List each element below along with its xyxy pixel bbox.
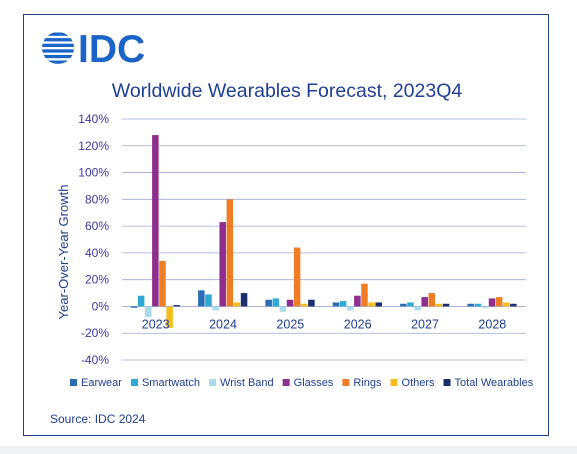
bar	[286, 299, 294, 307]
y-tick-label: 120%	[78, 139, 109, 153]
bar	[137, 295, 145, 307]
bar	[354, 295, 361, 307]
y-axis-label: Year-Over-Year Growth	[56, 185, 71, 320]
bar	[435, 303, 443, 307]
x-tick-label: 2028	[478, 317, 506, 331]
chart-svg: IDC Worldwide Wearables Forecast, 2023Q4…	[42, 28, 534, 426]
bar	[166, 306, 173, 328]
legend-label: Glasses	[294, 377, 334, 389]
legend-swatch	[342, 379, 350, 386]
legend-swatch	[282, 379, 290, 386]
bar	[400, 303, 407, 307]
y-tick-label: 60%	[85, 219, 109, 233]
legend-swatch	[443, 379, 451, 386]
y-tick-label: 0%	[92, 299, 110, 313]
source-note: Source: IDC 2024	[50, 412, 146, 426]
x-tick-label: 2027	[411, 317, 439, 331]
bar	[407, 302, 414, 307]
legend: Earwear Smartwatch Wrist Band Glasses Rings O…	[70, 377, 534, 389]
bar	[481, 306, 489, 308]
bar	[510, 303, 517, 307]
globe-icon	[42, 32, 74, 64]
bar	[198, 290, 205, 307]
y-tick-label: 20%	[85, 273, 109, 287]
legend-label: Smartwatch	[142, 377, 200, 389]
bar	[495, 297, 503, 307]
bars	[130, 135, 517, 328]
bar	[173, 305, 180, 307]
bar	[265, 299, 272, 307]
y-tick-label: -40%	[81, 353, 109, 367]
y-tick-label: 140%	[78, 112, 109, 126]
legend-swatch	[70, 379, 77, 386]
bar	[375, 302, 382, 307]
bar	[308, 299, 315, 307]
bar	[332, 302, 340, 307]
bar	[144, 306, 152, 318]
bar	[301, 303, 308, 307]
y-tick-label: 80%	[85, 192, 109, 206]
y-tick-label: 40%	[85, 246, 109, 260]
y-tick-label: 100%	[78, 166, 109, 180]
bar	[421, 297, 428, 307]
bar	[159, 260, 166, 307]
bar	[272, 298, 280, 307]
bar	[488, 298, 496, 307]
legend-label: Earwear	[81, 377, 122, 389]
bar	[152, 135, 159, 307]
x-tick-label: 2026	[344, 317, 372, 331]
bar	[226, 199, 234, 307]
bar	[212, 306, 219, 311]
legend-label: Others	[402, 377, 436, 389]
bar	[240, 293, 248, 307]
legend-swatch	[130, 379, 138, 386]
bar	[346, 306, 354, 311]
bar	[467, 303, 474, 307]
gridlines	[122, 118, 526, 361]
legend-swatch	[390, 379, 398, 386]
bar	[368, 302, 375, 307]
chart-card: IDC Worldwide Wearables Forecast, 2023Q4…	[23, 14, 549, 436]
legend-label: Wrist Band	[220, 377, 274, 389]
bar	[219, 222, 226, 307]
bar	[442, 303, 450, 307]
chart-title: Worldwide Wearables Forecast, 2023Q4	[112, 80, 463, 102]
bar	[279, 306, 287, 312]
x-tick-label: 2023	[142, 317, 170, 331]
bar	[233, 302, 241, 307]
legend-label: Rings	[353, 377, 382, 389]
bar	[474, 303, 482, 307]
legend-label: Total Wearables	[455, 377, 534, 389]
bar	[205, 294, 212, 307]
y-tick-label: -20%	[81, 326, 109, 340]
bar	[361, 283, 368, 307]
x-tick-labels: 2023 2024 2025 2026 2027 2028	[142, 317, 507, 331]
x-tick-label: 2025	[276, 317, 304, 331]
x-tick-label: 2024	[209, 317, 237, 331]
logo-text: IDC	[78, 28, 145, 71]
idc-logo: IDC	[42, 28, 145, 71]
page-bottom-strip	[0, 446, 577, 454]
bar	[414, 306, 421, 311]
bar	[130, 306, 138, 308]
y-tick-labels: -40% -20% 0% 20% 40% 60% 80% 100% 120% 140%	[78, 112, 109, 367]
bar	[428, 293, 436, 307]
legend-swatch	[209, 379, 217, 386]
bar	[503, 302, 510, 307]
bar	[339, 301, 347, 307]
bar	[293, 247, 301, 307]
